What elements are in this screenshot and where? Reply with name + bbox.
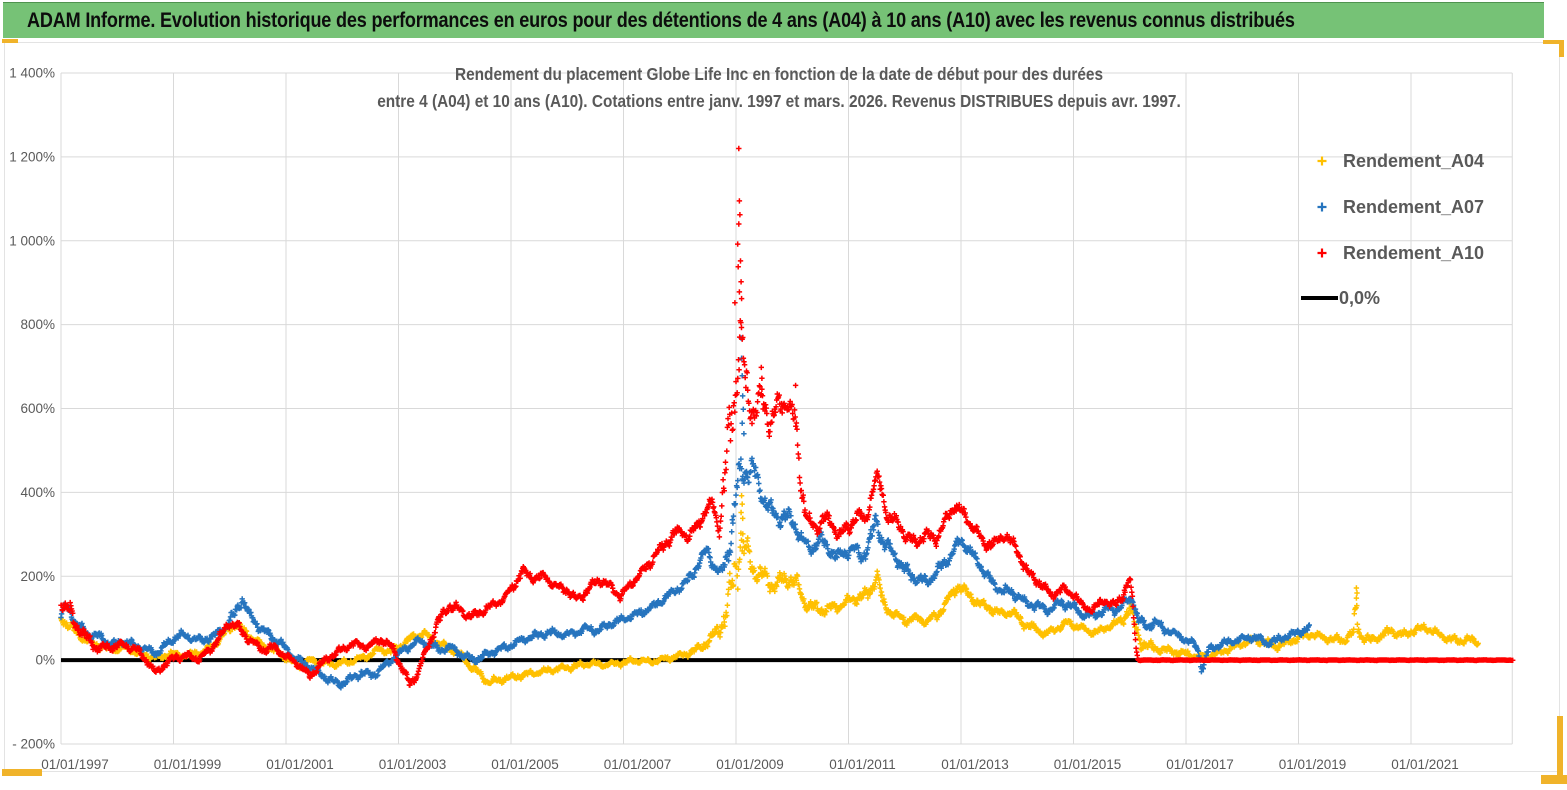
legend-plus-marker-icon — [1317, 248, 1327, 258]
legend-label: 0,0% — [1339, 288, 1380, 308]
x-axis-labels: 01/01/1997 01/01/1999 01/01/2001 01/01/2003… — [41, 757, 1459, 772]
x-tick-label: 01/01/2007 — [604, 757, 672, 772]
y-tick-label: 600% — [20, 401, 55, 416]
x-tick-label: 01/01/2011 — [829, 757, 896, 772]
gold-border-bottom-right-v — [1557, 716, 1563, 776]
x-tick-label: 01/01/2005 — [491, 757, 559, 772]
y-tick-label: 800% — [20, 317, 55, 332]
legend-item-rendement-a07[interactable]: Rendement_A07 — [1317, 197, 1485, 217]
series-rendement_a10 — [58, 145, 1516, 688]
gold-border-top-right-h — [1543, 40, 1564, 44]
y-axis-labels: 1 400% 1 200% 1 000% 800% 600% 400% 200% 0% - 20… — [9, 66, 55, 752]
legend-plus-marker-icon — [1317, 202, 1327, 212]
y-tick-label: 1 200% — [9, 149, 55, 164]
legend-label: Rendement_A07 — [1343, 197, 1484, 217]
header-banner: ADAM Informe. Evolution historique des p… — [3, 2, 1544, 38]
y-tick-label: 1 000% — [9, 233, 55, 248]
x-tick-label: 01/01/1999 — [154, 757, 222, 772]
gridlines — [60, 72, 1513, 745]
y-tick-label: 1 400% — [9, 66, 55, 81]
y-tick-label: 0% — [35, 653, 55, 668]
chart-title-line1[interactable]: Rendement du placement Globe Life Inc en… — [455, 65, 1103, 84]
x-tick-label: 01/01/1997 — [41, 757, 109, 772]
x-tick-label: 01/01/2009 — [716, 757, 784, 772]
legend-item-0-0-[interactable]: 0,0% — [1301, 288, 1380, 308]
series-rendement_a07 — [58, 335, 1312, 691]
x-tick-label: 01/01/2021 — [1391, 757, 1459, 772]
x-tick-label: 01/01/2019 — [1279, 757, 1347, 772]
series-rendement_a04 — [58, 493, 1481, 687]
y-tick-label: 400% — [20, 485, 55, 500]
legend-label: Rendement_A04 — [1343, 151, 1484, 171]
legend-item-rendement-a10[interactable]: Rendement_A10 — [1317, 243, 1485, 263]
header-title: ADAM Informe. Evolution historique des p… — [27, 9, 1295, 32]
x-tick-label: 01/01/2003 — [379, 757, 447, 772]
gold-border-bottom-left — [2, 769, 42, 776]
legend-plus-marker-icon — [1317, 156, 1327, 166]
gold-border-top-left — [2, 39, 18, 43]
chart-legend[interactable]: Rendement_A04 Rendement_A07 Rendement_A10 0… — [1301, 151, 1484, 308]
x-tick-label: 01/01/2017 — [1166, 757, 1234, 772]
x-tick-label: 01/01/2001 — [266, 757, 334, 772]
chart-title-line2[interactable]: entre 4 (A04) et 10 ans (A10). Cotations… — [377, 92, 1181, 111]
y-tick-label: 200% — [20, 569, 55, 584]
legend-item-rendement-a04[interactable]: Rendement_A04 — [1317, 151, 1485, 171]
gold-border-bottom-right-h — [1541, 775, 1567, 784]
gold-border-top-right-v — [1559, 40, 1564, 57]
y-tick-label: - 200% — [12, 737, 55, 752]
x-tick-label: 01/01/2013 — [941, 757, 1009, 772]
x-tick-label: 01/01/2015 — [1054, 757, 1122, 772]
plot-series — [58, 145, 1516, 691]
legend-label: Rendement_A10 — [1343, 243, 1484, 263]
